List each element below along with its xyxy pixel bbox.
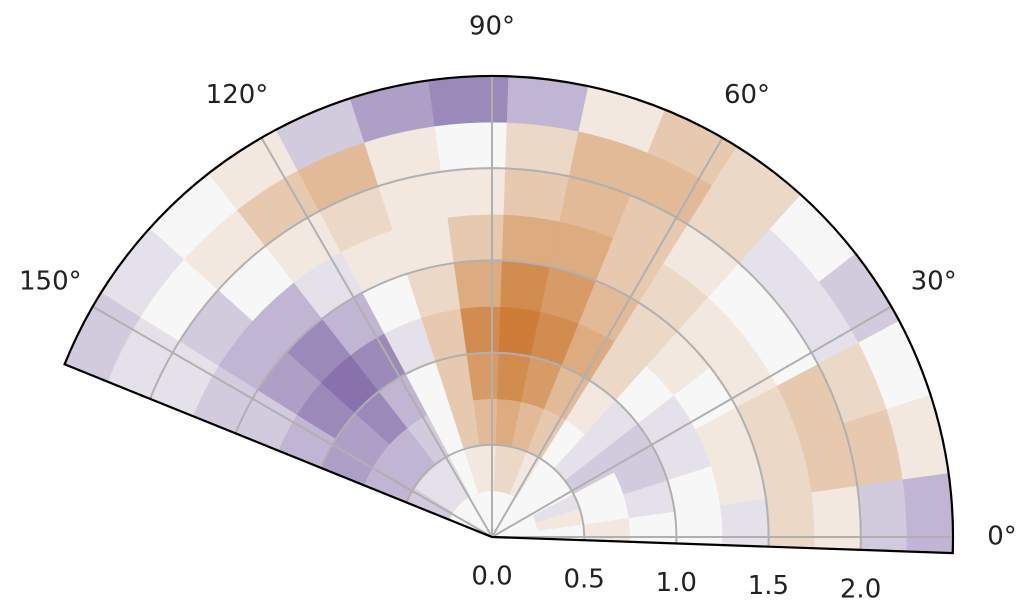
r-tick-label: 0.5 (563, 565, 604, 595)
r-grid-arc (405, 443, 586, 541)
heat-cell (427, 75, 509, 127)
theta-tick-label: 90° (469, 12, 515, 42)
r-tick-label: 2.0 (840, 574, 881, 604)
theta-tick-label: 0° (987, 522, 1017, 552)
heat-cell (502, 168, 570, 222)
theta-grid-line (491, 305, 892, 538)
theta-tick-label: 60° (724, 80, 770, 110)
theta-tick-label: 30° (911, 267, 957, 297)
heat-cell (811, 485, 862, 551)
heat-cell (501, 214, 560, 267)
r-grid-arc (234, 259, 770, 547)
r-tick-label: 1.5 (748, 571, 789, 601)
theta-tick-label: 120° (206, 80, 269, 110)
r-tick-label: 0.0 (471, 562, 512, 592)
heat-cell (674, 504, 723, 546)
heat-cell (902, 472, 954, 554)
heat-cell (765, 491, 815, 549)
heat-cell (453, 260, 502, 310)
heat-cell (433, 121, 507, 173)
r-tick-label: 1.0 (656, 568, 697, 598)
theta-grid-line (260, 137, 493, 538)
heat-cell (446, 214, 504, 264)
axis-outline (63, 74, 955, 555)
theta-grid-line (92, 305, 493, 538)
heat-cell (440, 167, 506, 218)
theta-tick-label: 150° (19, 267, 82, 297)
heat-cell (719, 498, 769, 547)
r-grid-arc (149, 167, 862, 550)
theta-grid-line (491, 137, 724, 538)
r-grid-arc (320, 351, 678, 544)
heat-cell (459, 306, 501, 355)
heat-cell (856, 478, 908, 552)
